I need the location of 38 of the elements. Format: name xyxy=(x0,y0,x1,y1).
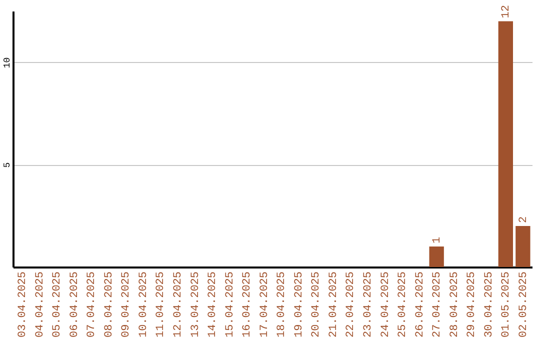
x-tick-label: 11.04.2025 xyxy=(155,272,168,338)
x-tick-label: 15.04.2025 xyxy=(224,272,236,338)
x-tick-label: 07.04.2025 xyxy=(86,272,98,338)
x-tick-label: 27.04.2025 xyxy=(432,272,444,338)
x-tick-label: 06.04.2025 xyxy=(68,272,81,338)
x-tick-label: 04.04.2025 xyxy=(34,272,46,338)
x-tick-label: 10.04.2025 xyxy=(138,272,150,338)
y-tick-label: 5 xyxy=(2,162,12,168)
x-tick-label: 23.04.2025 xyxy=(362,272,374,338)
x-tick-label: 03.04.2025 xyxy=(17,272,30,338)
x-tick-label: 13.04.2025 xyxy=(190,272,202,338)
x-tick-label: 14.04.2025 xyxy=(207,272,220,338)
bar xyxy=(498,21,513,267)
x-tick-label: 26.04.2025 xyxy=(414,272,426,338)
x-tick-label: 12.04.2025 xyxy=(172,272,185,338)
data-label: 1 xyxy=(432,236,444,244)
x-tick-label: 05.04.2025 xyxy=(52,272,64,338)
y-tick-label: 10 xyxy=(2,57,12,68)
x-tick-label: 08.04.2025 xyxy=(103,272,116,338)
data-label: 12 xyxy=(500,5,513,18)
data-label: 2 xyxy=(518,216,530,224)
x-tick-label: 19.04.2025 xyxy=(293,272,306,338)
x-tick-label: 30.04.2025 xyxy=(483,272,496,338)
x-tick-label: 01.05.2025 xyxy=(500,272,513,338)
bar xyxy=(516,226,530,267)
x-tick-label: 28.04.2025 xyxy=(448,272,461,338)
x-tick-label: 20.04.2025 xyxy=(310,272,323,338)
x-tick-label: 02.05.2025 xyxy=(518,272,530,338)
x-tick-label: 25.04.2025 xyxy=(397,272,410,338)
x-tick-label: 22.04.2025 xyxy=(345,272,358,338)
x-tick-label: 17.04.2025 xyxy=(258,272,271,338)
bar xyxy=(429,246,444,267)
x-tick-label: 18.04.2025 xyxy=(276,272,288,338)
x-tick-label: 29.04.2025 xyxy=(466,272,478,338)
x-tick-label: 21.04.2025 xyxy=(328,272,340,338)
x-tick-label: 16.04.2025 xyxy=(242,272,254,338)
x-tick-label: 24.04.2025 xyxy=(380,272,392,338)
x-tick-label: 09.04.2025 xyxy=(120,272,133,338)
